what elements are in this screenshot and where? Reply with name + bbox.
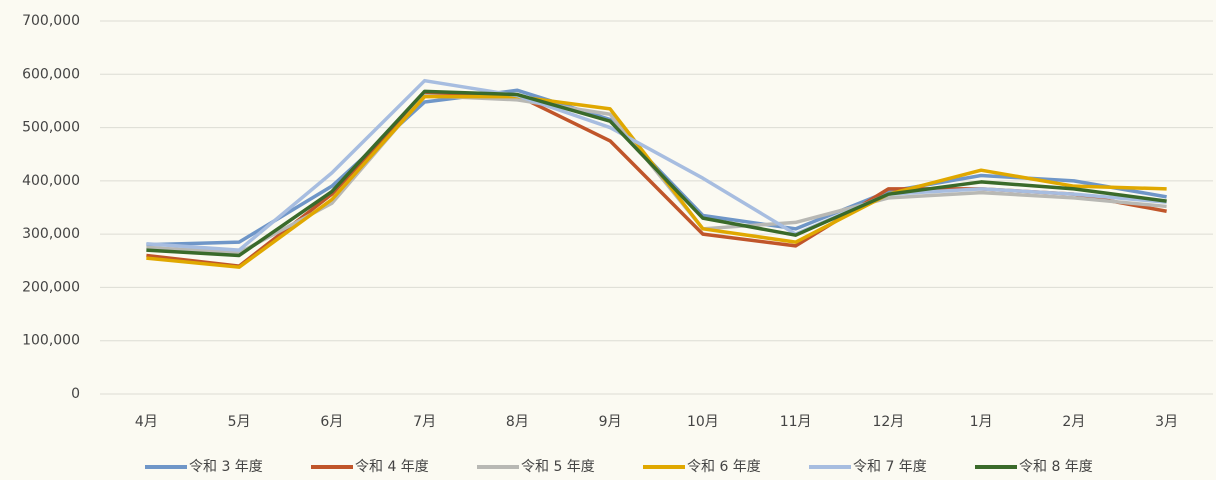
x-tick-label: 11月 xyxy=(780,414,812,430)
series-line xyxy=(146,94,1167,269)
y-tick-label: 100,000 xyxy=(22,333,80,349)
x-tick-label: 5月 xyxy=(228,414,251,430)
y-tick-label: 600,000 xyxy=(22,66,80,82)
x-tick-label: 12月 xyxy=(872,414,904,430)
y-tick-label: 400,000 xyxy=(22,173,80,189)
y-tick-label: 200,000 xyxy=(22,279,80,295)
legend-label: 令和 7 年度 xyxy=(853,459,927,475)
series-line xyxy=(146,78,1167,252)
legend-label: 令和 6 年度 xyxy=(687,459,761,475)
y-tick-label: 0 xyxy=(71,386,80,402)
series-line xyxy=(146,91,1167,268)
y-tick-label: 700,000 xyxy=(22,13,80,29)
x-tick-label: 8月 xyxy=(506,414,529,430)
x-tick-label: 1月 xyxy=(970,414,993,430)
x-tick-label: 10月 xyxy=(687,414,719,430)
x-tick-label: 4月 xyxy=(135,414,158,430)
y-tick-label: 500,000 xyxy=(22,120,80,136)
series-line xyxy=(146,89,1167,258)
legend-label: 令和 4 年度 xyxy=(355,459,429,475)
legend-label: 令和 3 年度 xyxy=(189,459,263,475)
x-tick-label: 6月 xyxy=(320,414,343,430)
legend-label: 令和 5 年度 xyxy=(521,459,595,475)
x-tick-label: 7月 xyxy=(413,414,436,430)
y-tick-label: 300,000 xyxy=(22,226,80,242)
x-tick-label: 9月 xyxy=(599,414,622,430)
legend-label: 令和 8 年度 xyxy=(1019,459,1093,475)
x-tick-label: 3月 xyxy=(1155,414,1178,430)
x-tick-label: 2月 xyxy=(1062,414,1085,430)
